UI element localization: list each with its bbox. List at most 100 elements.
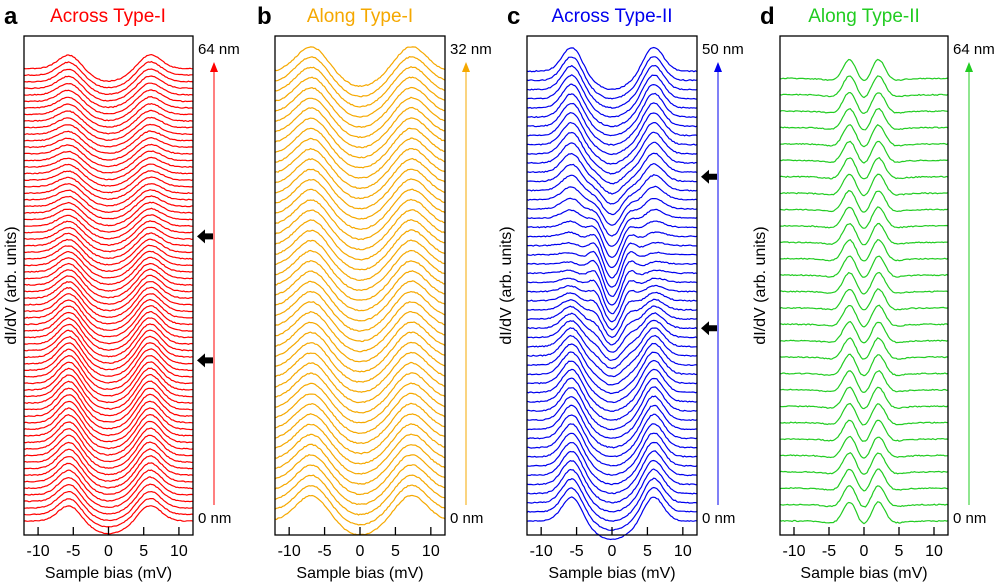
spectrum-curve	[23, 380, 194, 417]
spectrum-curve	[779, 304, 949, 328]
spectrum-curve	[779, 353, 949, 377]
plot-mask	[23, 0, 194, 35]
spectrum-curve	[274, 290, 446, 332]
spectrum-curve	[23, 256, 193, 286]
chart-title-overlay: Along Type-I	[307, 6, 413, 27]
spectrum-curve	[23, 244, 194, 273]
spectrum-curve	[24, 490, 194, 522]
x-tick-label: 5	[139, 543, 148, 560]
spectrum-curve	[526, 423, 697, 467]
spectrum-curve	[23, 393, 194, 430]
spectrum-curve	[526, 102, 698, 146]
position-start-label: 0 nm	[198, 510, 231, 527]
x-tick-label: -5	[822, 543, 836, 560]
spectrum-curve	[779, 320, 949, 344]
x-tick-label: 0	[104, 543, 113, 560]
spectrum-curve	[274, 372, 446, 414]
spectrum-curve	[274, 46, 446, 88]
spectrum-curve	[23, 123, 194, 148]
position-start-label: 0 nm	[702, 510, 735, 527]
spectrum-curve	[526, 92, 698, 137]
position-end-label: 32 nm	[450, 41, 492, 58]
spectrum-curve	[526, 334, 698, 378]
spectrum-curve	[274, 239, 446, 282]
spectrum-curve	[526, 312, 698, 353]
spectrum-curve	[23, 53, 194, 82]
spectrum-curve	[274, 474, 446, 516]
spectrum-curve	[779, 124, 949, 148]
spectrum-curve	[23, 441, 194, 476]
spectrum-curve	[23, 373, 194, 410]
x-axis-label: Sample bias (mV)	[45, 565, 172, 582]
spectrum-curve	[23, 201, 194, 227]
spectrum-curve	[23, 143, 194, 168]
spectrum-curve	[23, 102, 194, 128]
spectrum-curve	[526, 395, 698, 439]
spectrum-curve	[526, 250, 698, 288]
spectrum-curve	[274, 218, 445, 261]
spectrum-curve	[274, 229, 446, 271]
spectrum-curve	[779, 369, 949, 394]
spectrum-curve	[23, 469, 194, 502]
x-tick-label: -10	[530, 543, 553, 560]
x-tick-label: 0	[356, 543, 365, 560]
spectrum-curve	[526, 291, 698, 331]
spectrum-curve	[274, 280, 446, 322]
spectrum-curve	[526, 277, 698, 315]
marker-arrow-icon	[701, 169, 717, 184]
spectrum-curve	[526, 231, 698, 269]
spectrum-curve	[780, 435, 949, 459]
spectrum-curve	[779, 468, 949, 492]
spectrum-curve	[526, 496, 698, 541]
spectrum-curve	[23, 305, 194, 338]
chart-title-overlay: Across Type-II	[551, 6, 672, 27]
spectrum-curve	[23, 413, 194, 450]
spectrum-curve	[526, 450, 698, 495]
panel-letter: b	[257, 3, 272, 30]
spectrum-curve	[274, 454, 446, 496]
spectrum-curve	[274, 310, 446, 353]
position-start-label: 0 nm	[953, 510, 986, 527]
spectrum-curve	[23, 250, 194, 279]
spectrum-curve	[274, 147, 446, 190]
spectrum-curve	[526, 386, 698, 431]
x-tick-label: 5	[643, 543, 652, 560]
spectrum-curve	[24, 60, 193, 89]
y-axis-label: dI/dV (arb. units)	[3, 226, 20, 344]
spectrum-curve	[779, 288, 949, 311]
spectrum-curve	[274, 433, 446, 475]
spectrum-curve	[274, 351, 446, 393]
spectrum-curve	[23, 268, 194, 299]
spectrum-curve	[526, 327, 697, 370]
position-arrow-head	[210, 62, 218, 72]
plot-mask	[526, 0, 698, 35]
spectrum-curve	[274, 402, 446, 445]
spectrum-curve	[23, 82, 194, 109]
spectrum-curve	[274, 361, 446, 404]
position-end-label: 50 nm	[702, 41, 744, 58]
panel-letter: d	[760, 3, 775, 30]
spectrum-curve	[780, 271, 949, 295]
chart-title-overlay: Along Type-II	[808, 6, 920, 27]
spectrum-curve	[526, 208, 698, 247]
spectrum-curve	[23, 274, 193, 305]
panel-letter: a	[4, 3, 18, 30]
spectrum-curve	[23, 448, 194, 482]
spectrum-curve	[274, 178, 446, 220]
spectrum-curve	[526, 477, 698, 522]
spectrum-curve	[24, 136, 194, 161]
spectrum-curve	[274, 188, 446, 230]
spectrum-curve	[526, 111, 698, 156]
spectrum-curve	[779, 156, 949, 180]
spectrum-curve	[274, 66, 446, 108]
spectrum-curve	[23, 207, 194, 233]
spectrum-curve	[779, 91, 949, 115]
spectrum-curve	[780, 419, 949, 442]
spectrum-curve	[274, 209, 446, 251]
spectrum-curve	[274, 270, 446, 312]
spectrum-curve	[274, 331, 446, 373]
spectrum-curve	[24, 427, 194, 463]
plot-frame	[23, 35, 194, 536]
spectrum-curve	[527, 162, 697, 205]
spectrum-curve	[274, 260, 446, 301]
